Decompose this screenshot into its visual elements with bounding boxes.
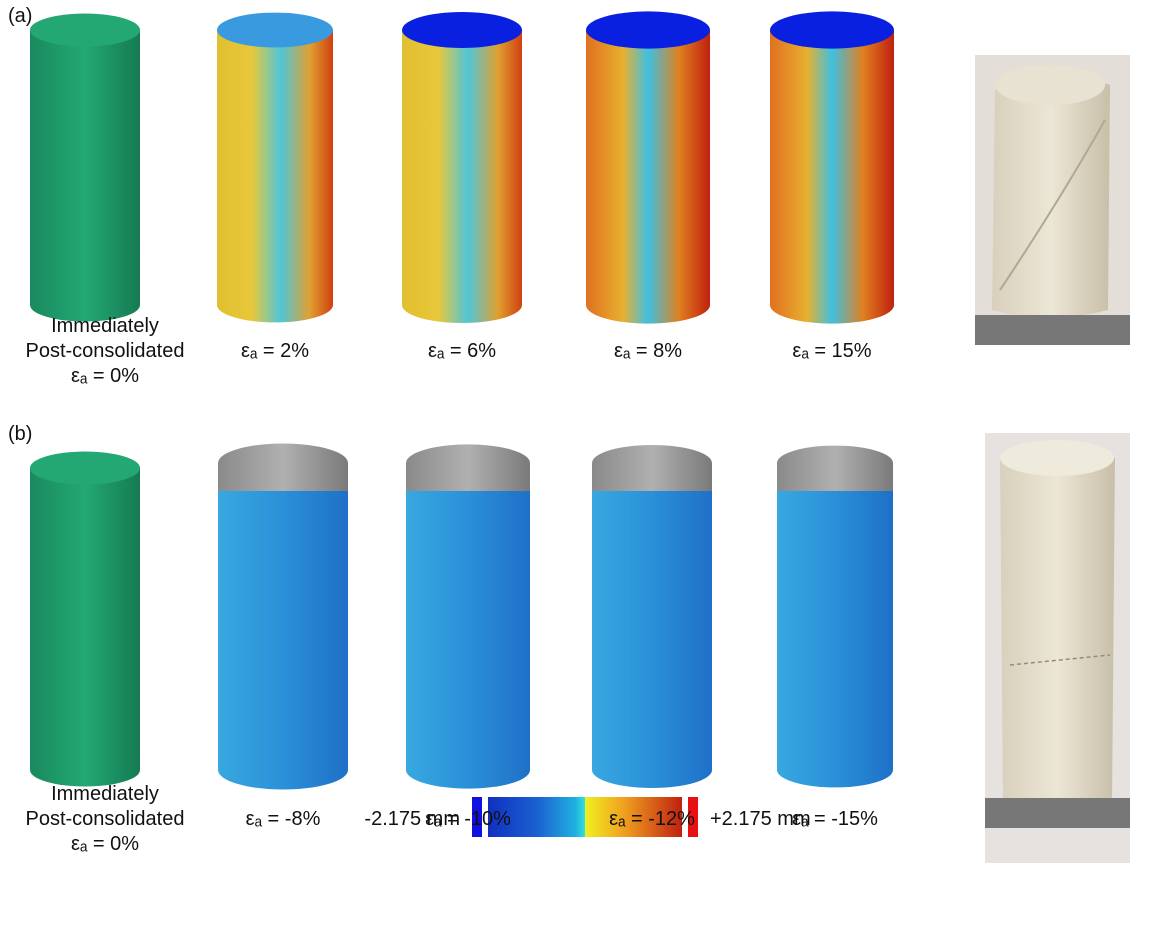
specimen	[592, 445, 712, 788]
specimen-top	[777, 446, 893, 481]
specimen	[217, 13, 333, 323]
specimen-caption: εₐ = 2%	[241, 340, 309, 362]
specimen-caption: Immediately	[51, 315, 159, 337]
specimen-bottom	[217, 288, 333, 323]
specimen-caption: εₐ = 6%	[428, 340, 496, 362]
specimen-body	[586, 30, 710, 305]
specimen-bottom	[586, 286, 710, 323]
photo-a	[975, 55, 1130, 345]
specimen-caption: εₐ = 15%	[792, 340, 871, 362]
specimen-caption: εₐ = -12%	[609, 808, 695, 830]
specimen-caption: εₐ = -15%	[792, 808, 878, 830]
specimen	[402, 12, 522, 323]
specimen-top	[402, 12, 522, 48]
specimen-caption: Post-consolidated	[26, 808, 185, 830]
specimen-top	[770, 11, 894, 48]
specimen-top	[586, 11, 710, 48]
specimen-bottom	[777, 753, 893, 788]
specimen-caption: εₐ = 0%	[71, 833, 139, 855]
specimen-top	[30, 14, 140, 47]
specimen-body	[402, 30, 522, 305]
specimen-body	[770, 30, 894, 305]
specimen-top	[218, 444, 348, 483]
specimen	[30, 452, 140, 787]
specimen-bottom	[30, 754, 140, 787]
specimen-bottom	[592, 752, 712, 788]
specimen-bottom	[402, 287, 522, 323]
specimen	[586, 11, 710, 323]
specimen-top	[30, 452, 140, 485]
panel-label: (a)	[8, 5, 32, 27]
figure: -2.175 mm +2.175 mm (a)ImmediatelyPost-c…	[0, 0, 1156, 928]
specimen-caption: εₐ = -10%	[425, 808, 511, 830]
specimen	[770, 11, 894, 323]
specimen-body	[218, 463, 348, 770]
specimen-body	[406, 463, 530, 770]
specimen-caption: Immediately	[51, 783, 159, 805]
specimen-body	[30, 468, 140, 770]
panel-label: (b)	[8, 423, 32, 445]
specimen	[30, 14, 140, 322]
specimen-bottom	[218, 751, 348, 790]
specimen	[777, 446, 893, 788]
specimen-body	[30, 30, 140, 305]
specimen-top	[217, 13, 333, 48]
specimen-caption: Post-consolidated	[26, 340, 185, 362]
specimen-body	[777, 463, 893, 770]
specimen-caption: εₐ = 0%	[71, 365, 139, 387]
photo-b	[985, 433, 1130, 863]
specimen-caption: εₐ = -8%	[246, 808, 321, 830]
specimen-renderings	[30, 11, 894, 789]
specimen-body	[217, 30, 333, 305]
specimen-caption: εₐ = 8%	[614, 340, 682, 362]
specimen-body	[592, 463, 712, 770]
specimen-top	[592, 445, 712, 481]
specimen-bottom	[406, 751, 530, 788]
specimen	[218, 444, 348, 790]
specimen-top	[406, 444, 530, 481]
specimen-bottom	[770, 286, 894, 323]
specimen	[406, 444, 530, 788]
